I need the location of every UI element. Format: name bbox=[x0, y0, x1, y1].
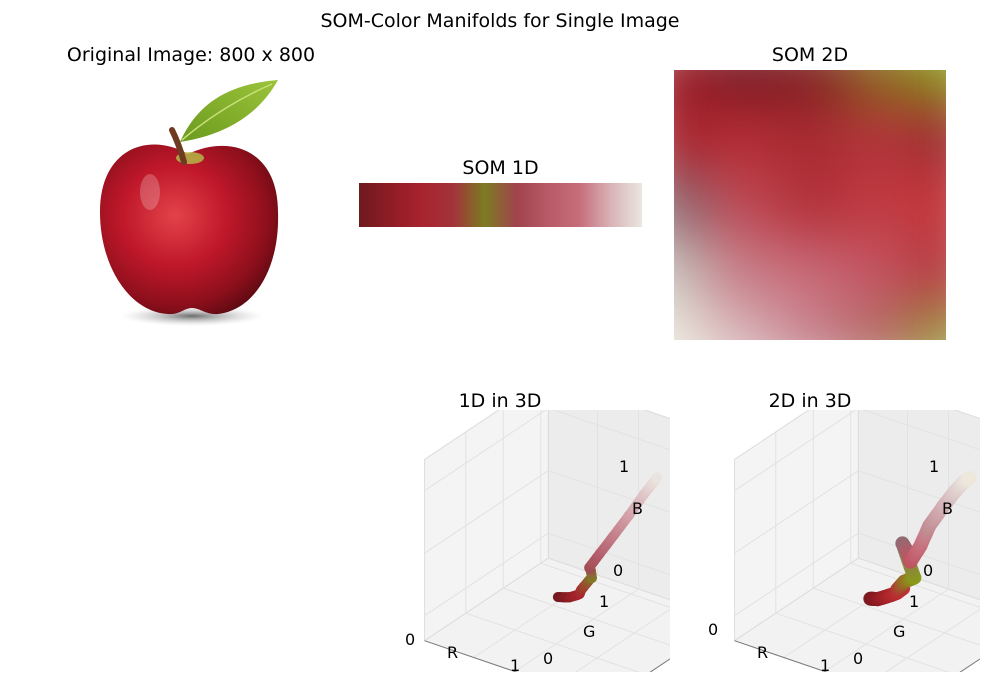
som-2d-cell bbox=[776, 103, 846, 173]
som-2d-cell bbox=[912, 171, 946, 240]
som-1d-title: SOM 1D bbox=[462, 157, 539, 179]
som-2d-cell bbox=[674, 103, 710, 173]
som-2d-cell bbox=[912, 70, 946, 105]
som-2d-map bbox=[674, 70, 946, 340]
som-2d-cell bbox=[708, 171, 778, 240]
r-tick-1: 1 bbox=[820, 656, 830, 672]
r-tick-1: 1 bbox=[510, 656, 520, 672]
som-2d-cell bbox=[708, 306, 778, 340]
som-2d-cell bbox=[776, 171, 846, 240]
b-tick-1: 1 bbox=[929, 457, 939, 476]
som-2d-cell bbox=[776, 70, 846, 105]
som-2d-cell bbox=[844, 306, 914, 340]
som-2d-cell bbox=[674, 306, 710, 340]
som-2d-cell bbox=[912, 238, 946, 308]
som-node-point bbox=[652, 472, 663, 483]
som-2d-3d-plot: 0 1 R 0 1 G 0 1 B bbox=[708, 410, 980, 672]
som-2d-title: SOM 2D bbox=[771, 44, 849, 66]
g-tick-0: 0 bbox=[853, 649, 863, 668]
som-2d-cell bbox=[776, 306, 846, 340]
som-2d-cell bbox=[844, 70, 914, 105]
som-2d-cell bbox=[776, 238, 846, 308]
som-2d-cell bbox=[674, 171, 710, 240]
r-tick-0: 0 bbox=[405, 630, 415, 649]
som-2d-cell bbox=[844, 103, 914, 173]
g-tick-0: 0 bbox=[543, 649, 553, 668]
g-axis-label: G bbox=[583, 622, 595, 641]
g-axis-label: G bbox=[893, 622, 905, 641]
som-2d-cell bbox=[674, 70, 710, 105]
som-1d-colorbar bbox=[359, 183, 642, 227]
r-axis-label: R bbox=[447, 643, 458, 662]
b-axis-label: B bbox=[632, 499, 643, 518]
som-2d-cell bbox=[844, 171, 914, 240]
r-tick-0: 0 bbox=[708, 620, 718, 639]
original-image-title: Original Image: 800 x 800 bbox=[66, 44, 316, 66]
b-tick-0: 0 bbox=[923, 561, 933, 580]
som-node-point bbox=[962, 471, 977, 485]
som-2d-cell bbox=[708, 103, 778, 173]
r-axis-label: R bbox=[757, 643, 768, 662]
som-2d-cell bbox=[912, 103, 946, 173]
som-1d-3d-plot: 0 1 R 0 1 G 0 1 B bbox=[405, 410, 670, 672]
som-2d-cell bbox=[708, 70, 778, 105]
som-1d-3d-title: 1D in 3D bbox=[458, 390, 542, 412]
som-2d-cell bbox=[844, 238, 914, 308]
g-tick-1: 1 bbox=[909, 592, 919, 611]
g-tick-1: 1 bbox=[599, 592, 609, 611]
original-apple-image bbox=[100, 80, 279, 326]
b-axis-label: B bbox=[942, 499, 953, 518]
som-2d-3d-title: 2D in 3D bbox=[768, 390, 852, 412]
figure-title: SOM-Color Manifolds for Single Image bbox=[320, 10, 680, 32]
b-tick-1: 1 bbox=[619, 457, 629, 476]
b-tick-0: 0 bbox=[613, 561, 623, 580]
som-2d-cell bbox=[674, 238, 710, 308]
som-2d-cell bbox=[912, 306, 946, 340]
som-2d-cell bbox=[708, 238, 778, 308]
